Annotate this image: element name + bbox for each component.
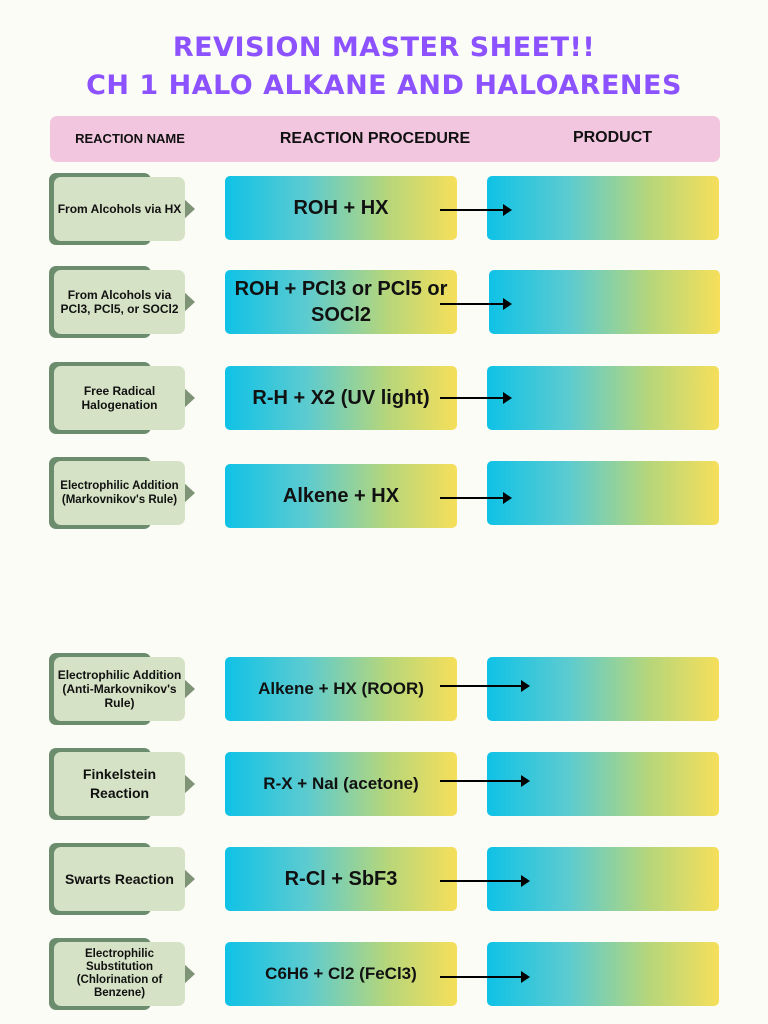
reaction-procedure: ROH + PCl3 or PCl5 or SOCl2 bbox=[225, 270, 457, 334]
reaction-name-card: From Alcohols via HX bbox=[49, 173, 195, 245]
reaction-name: Electrophilic Addition (Anti-Markovnikov… bbox=[54, 657, 185, 721]
reaction-procedure: ROH + HX bbox=[225, 176, 457, 240]
arrow-line bbox=[440, 397, 504, 399]
reaction-name: From Alcohols via PCl3, PCl5, or SOCl2 bbox=[54, 270, 185, 334]
reaction-procedure: Alkene + HX (ROOR) bbox=[225, 657, 457, 721]
arrow-line bbox=[440, 780, 522, 782]
product-cell bbox=[487, 176, 719, 240]
table-header: REACTION NAME REACTION PROCEDURE PRODUCT bbox=[50, 116, 720, 162]
table-row: From Alcohols via HX ROH + HX bbox=[0, 173, 768, 247]
chevron-right-icon bbox=[183, 963, 195, 985]
chevron-right-icon bbox=[183, 773, 195, 795]
table-row: Electrophilic Addition (Markovnikov's Ru… bbox=[0, 457, 768, 531]
reaction-name: Electrophilic Substitution (Chlorination… bbox=[54, 942, 185, 1006]
chevron-right-icon bbox=[183, 387, 195, 409]
arrow-line bbox=[440, 209, 504, 211]
reaction-name: From Alcohols via HX bbox=[54, 177, 185, 241]
reaction-procedure: R-X + NaI (acetone) bbox=[225, 752, 457, 816]
table-row: Electrophilic Substitution (Chlorination… bbox=[0, 938, 768, 1012]
reaction-procedure: R-Cl + SbF3 bbox=[225, 847, 457, 911]
reaction-name: Electrophilic Addition (Markovnikov's Ru… bbox=[54, 461, 185, 525]
arrow-right-icon bbox=[521, 875, 530, 887]
table-row: Swarts Reaction R-Cl + SbF3 bbox=[0, 843, 768, 917]
table-row: Electrophilic Addition (Anti-Markovnikov… bbox=[0, 653, 768, 727]
arrow-right-icon bbox=[503, 492, 512, 504]
arrow-line bbox=[440, 497, 504, 499]
reaction-procedure: C6H6 + Cl2 (FeCl3) bbox=[225, 942, 457, 1006]
reaction-name-card: Finkelstein Reaction bbox=[49, 748, 195, 820]
arrow-line bbox=[440, 880, 522, 882]
chevron-right-icon bbox=[183, 482, 195, 504]
arrow-right-icon bbox=[503, 392, 512, 404]
page-title-line-1: REVISION MASTER SHEET!! bbox=[172, 32, 596, 63]
header-product: PRODUCT bbox=[572, 129, 653, 146]
chevron-right-icon bbox=[183, 868, 195, 890]
table-row: From Alcohols via PCl3, PCl5, or SOCl2 R… bbox=[0, 266, 768, 340]
table-row: Finkelstein Reaction R-X + NaI (acetone) bbox=[0, 748, 768, 822]
reaction-name-card: Electrophilic Addition (Markovnikov's Ru… bbox=[49, 457, 195, 529]
reaction-name-card: Electrophilic Addition (Anti-Markovnikov… bbox=[49, 653, 195, 725]
chevron-right-icon bbox=[183, 198, 195, 220]
header-reaction-procedure: REACTION PROCEDURE bbox=[279, 130, 471, 147]
arrow-right-icon bbox=[503, 204, 512, 216]
arrow-right-icon bbox=[521, 680, 530, 692]
chevron-right-icon bbox=[183, 678, 195, 700]
reaction-name: Finkelstein Reaction bbox=[54, 752, 185, 816]
reaction-procedure: R-H + X2 (UV light) bbox=[225, 366, 457, 430]
arrow-line bbox=[440, 303, 504, 305]
page-title-line-2: CH 1 HALO ALKANE AND HALOARENES bbox=[86, 70, 682, 101]
reaction-name: Swarts Reaction bbox=[54, 847, 185, 911]
header-reaction-name: REACTION NAME bbox=[75, 131, 185, 146]
reaction-name-card: From Alcohols via PCl3, PCl5, or SOCl2 bbox=[49, 266, 195, 338]
product-cell bbox=[489, 270, 720, 334]
reaction-name-card: Electrophilic Substitution (Chlorination… bbox=[49, 938, 195, 1010]
table-row: Free Radical Halogenation R-H + X2 (UV l… bbox=[0, 362, 768, 436]
product-cell bbox=[487, 461, 719, 525]
product-cell bbox=[487, 366, 719, 430]
reaction-procedure: Alkene + HX bbox=[225, 464, 457, 528]
reaction-name: Free Radical Halogenation bbox=[54, 366, 185, 430]
chevron-right-icon bbox=[183, 291, 195, 313]
arrow-right-icon bbox=[503, 298, 512, 310]
arrow-right-icon bbox=[521, 971, 530, 983]
reaction-name-card: Swarts Reaction bbox=[49, 843, 195, 915]
arrow-line bbox=[440, 976, 522, 978]
reaction-name-card: Free Radical Halogenation bbox=[49, 362, 195, 434]
arrow-right-icon bbox=[521, 775, 530, 787]
arrow-line bbox=[440, 685, 522, 687]
